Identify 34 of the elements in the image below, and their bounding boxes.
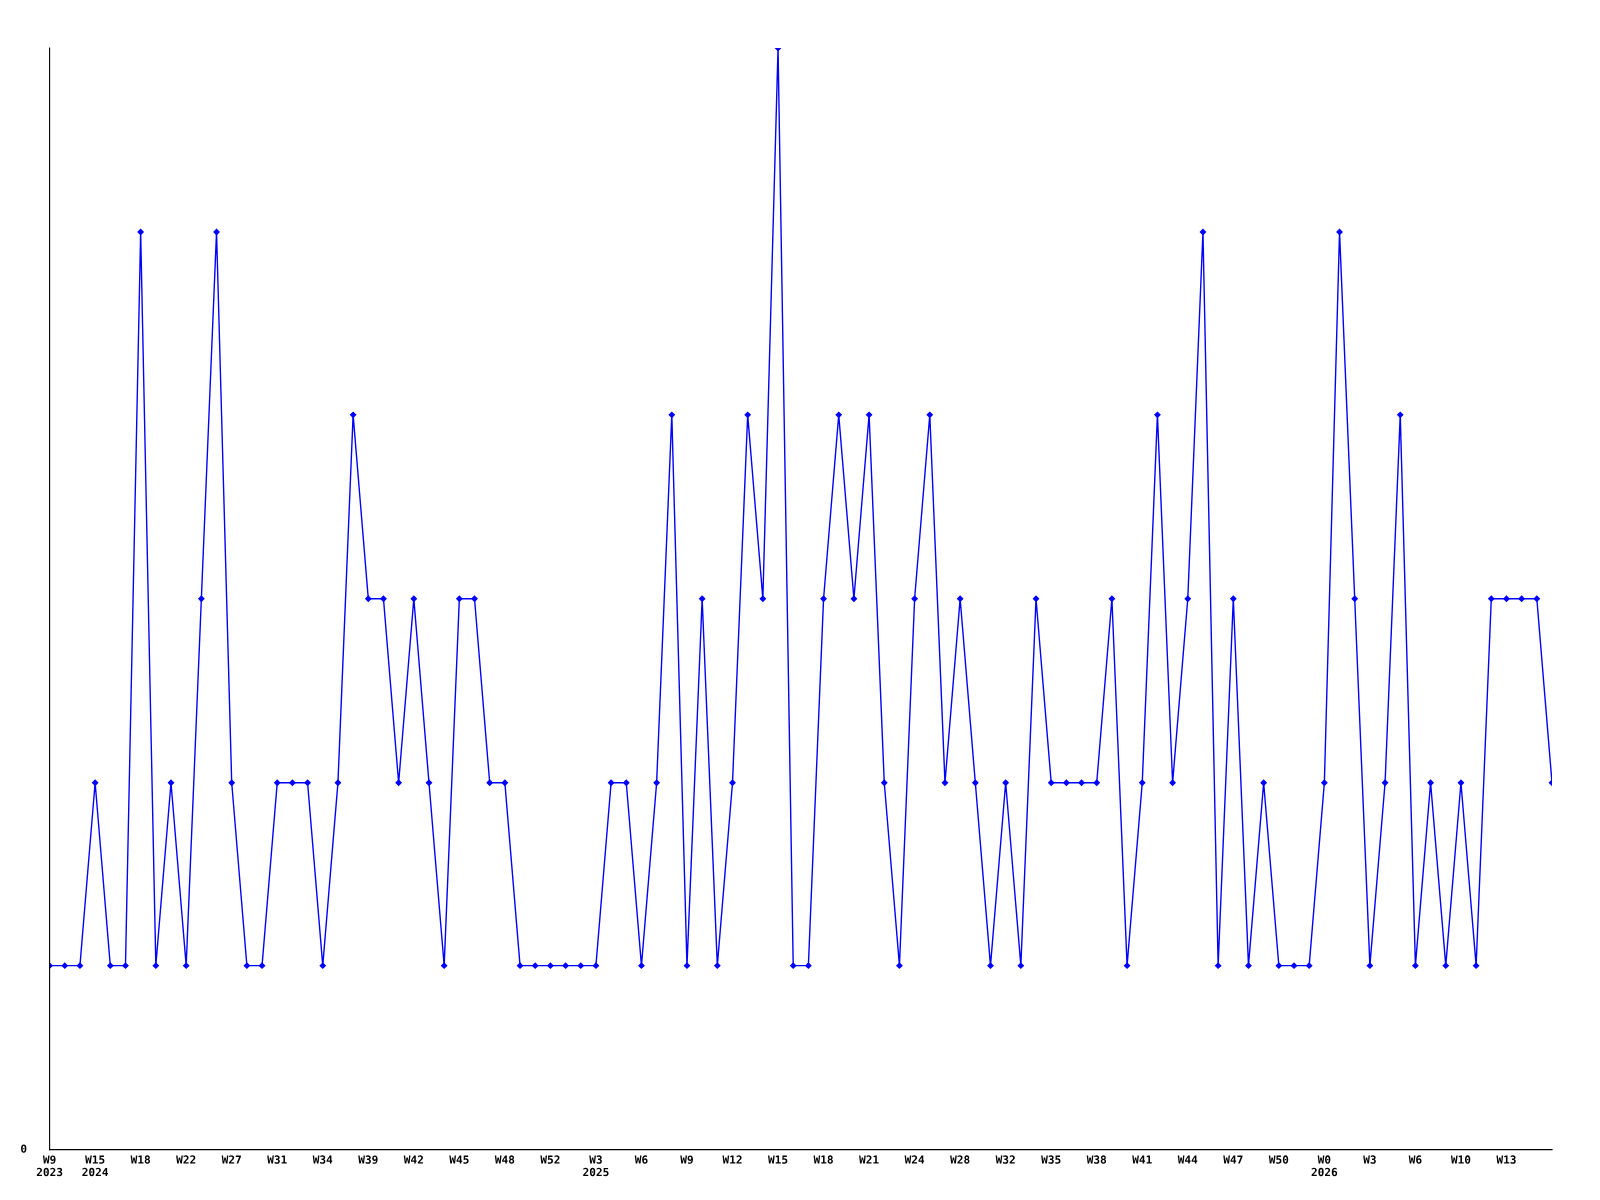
- x-tick-label: W38: [1086, 1155, 1107, 1164]
- x-tick-label: W15 2024: [82, 1155, 109, 1177]
- x-tick-label: W41: [1132, 1155, 1152, 1164]
- x-tick-label: W32: [995, 1155, 1015, 1164]
- x-tick-label: W42: [403, 1155, 423, 1164]
- x-tick-label: W18: [813, 1155, 833, 1164]
- x-tick-label: W9: [680, 1155, 693, 1164]
- x-tick-label: W48: [494, 1155, 515, 1164]
- x-tick-label: W27: [221, 1155, 241, 1164]
- x-tick-label: W31: [267, 1155, 287, 1164]
- x-tick-label: W22: [176, 1155, 196, 1164]
- x-tick-label: W24: [904, 1155, 925, 1164]
- x-tick-label: W15: [768, 1155, 788, 1164]
- x-tick-label: W50: [1268, 1155, 1289, 1164]
- text: 0: [21, 1144, 27, 1153]
- x-tick-label: W18: [130, 1155, 150, 1164]
- x-tick-label: W6: [634, 1155, 648, 1164]
- x-tick-label: W47: [1223, 1155, 1243, 1164]
- x-tick-label: W6: [1408, 1155, 1422, 1164]
- x-tick-label: W13: [1496, 1155, 1516, 1164]
- x-tick-label: W3: [1363, 1155, 1376, 1164]
- x-tick-label: W3 2025: [583, 1155, 609, 1177]
- x-tick-label: W52: [540, 1155, 560, 1164]
- x-tick-label: W44: [1177, 1155, 1198, 1164]
- x-tick-label: W21: [859, 1155, 879, 1164]
- x-tick-label: W34: [312, 1155, 333, 1164]
- x-tick-label: W10: [1450, 1155, 1471, 1164]
- x-tick-label: W12: [722, 1155, 742, 1164]
- x-tick-label: W45: [449, 1155, 469, 1164]
- x-tick-label: W9 2023: [36, 1155, 63, 1177]
- x-tick-label: W28: [950, 1155, 970, 1164]
- x-tick-label: W39: [358, 1155, 378, 1164]
- x-tick-label: W35: [1041, 1155, 1061, 1164]
- x-tick-label: W0 2026: [1311, 1155, 1338, 1177]
